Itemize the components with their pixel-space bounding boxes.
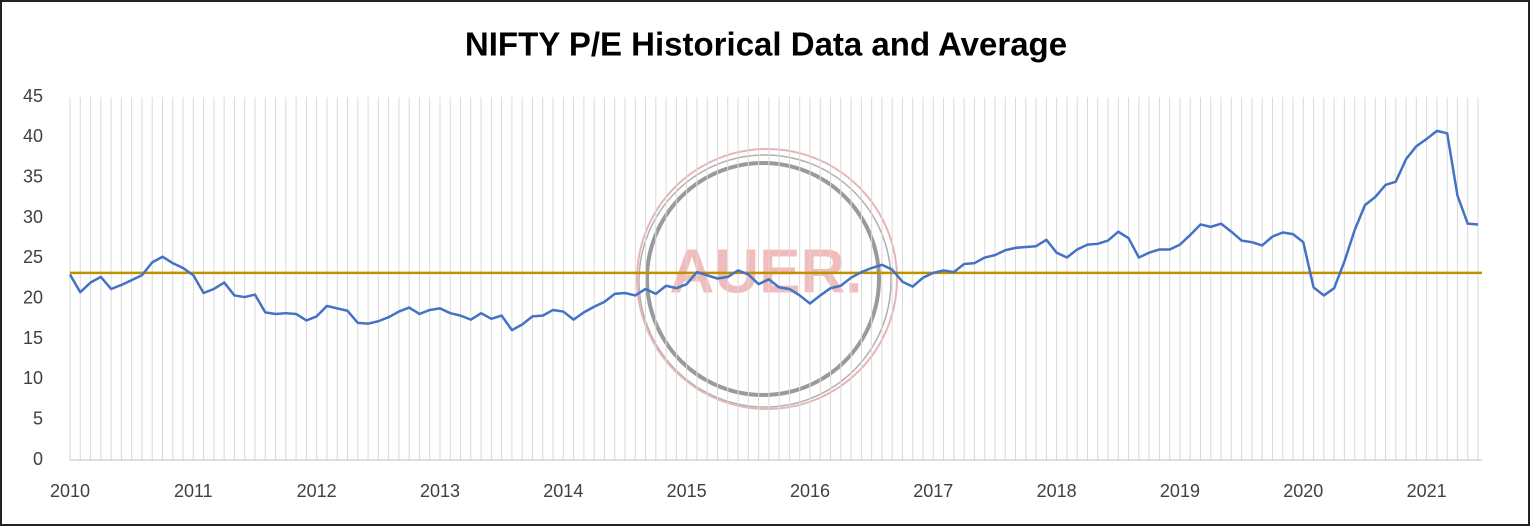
- plot-area: 0 5 10 15 20 25 30 35 40 45 2010 2011 2012 2013 2014 20…: [23, 86, 1482, 501]
- y-tick-label: 10: [23, 368, 43, 388]
- y-tick-label: 30: [23, 207, 43, 227]
- x-tick-label: 2016: [790, 481, 830, 501]
- watermark-circles: [636, 148, 898, 410]
- x-tick-label: 2020: [1283, 481, 1323, 501]
- y-tick-label: 0: [33, 449, 43, 469]
- chart-title: NIFTY P/E Historical Data and Average: [465, 26, 1067, 63]
- x-tick-label: 2012: [297, 481, 337, 501]
- pe-line: [68, 129, 1479, 332]
- y-tick-label: 25: [23, 247, 43, 267]
- x-tick-label: 2018: [1037, 481, 1077, 501]
- y-tick-label: 35: [23, 166, 43, 186]
- x-tick-label: 2014: [543, 481, 583, 501]
- x-tick-label: 2011: [174, 481, 213, 501]
- y-tick-label: 20: [23, 287, 43, 307]
- y-tick-label: 15: [23, 328, 43, 348]
- x-tick-label: 2013: [420, 481, 460, 501]
- y-tick-label: 5: [33, 408, 43, 428]
- x-tick-label: 2021: [1407, 481, 1447, 501]
- x-tick-label: 2019: [1160, 481, 1200, 501]
- y-tick-label: 45: [23, 86, 43, 106]
- y-tick-label: 40: [23, 126, 43, 146]
- x-tick-label: 2010: [50, 481, 90, 501]
- x-tick-label: 2017: [913, 481, 953, 501]
- x-tick-label: 2015: [667, 481, 707, 501]
